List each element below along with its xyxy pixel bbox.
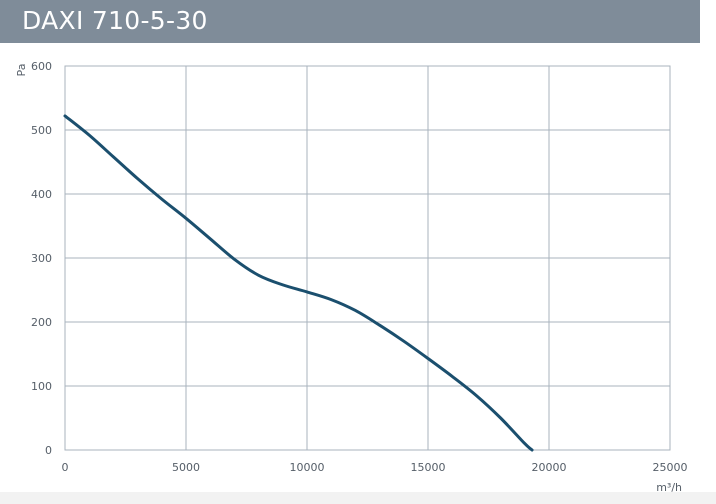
x-tick-label: 20000 bbox=[532, 461, 567, 474]
y-tick-label: 500 bbox=[31, 124, 52, 137]
tick-labels: 0 5000 10000 15000 20000 25000 0 100 200 300 400 50… bbox=[31, 60, 688, 474]
y-tick-label: 400 bbox=[31, 188, 52, 201]
y-tick-label: 600 bbox=[31, 60, 52, 73]
title-bar: DAXI 710-5-30 bbox=[0, 0, 700, 43]
chart-title: DAXI 710-5-30 bbox=[22, 6, 208, 35]
y-tick-label: 0 bbox=[45, 444, 52, 457]
x-tick-label: 0 bbox=[62, 461, 69, 474]
y-tick-label: 200 bbox=[31, 316, 52, 329]
x-tick-label: 15000 bbox=[411, 461, 446, 474]
x-axis-label: m³/h bbox=[656, 481, 682, 494]
grid bbox=[64, 65, 671, 451]
data-points bbox=[64, 114, 534, 451]
bottom-strip bbox=[0, 492, 716, 504]
y-tick-label: 300 bbox=[31, 252, 52, 265]
x-tick-label: 25000 bbox=[653, 461, 688, 474]
x-tick-label: 10000 bbox=[290, 461, 325, 474]
y-tick-label: 100 bbox=[31, 380, 52, 393]
x-tick-label: 5000 bbox=[172, 461, 200, 474]
series-line bbox=[63, 114, 534, 452]
y-axis-label: Pa bbox=[15, 64, 28, 77]
